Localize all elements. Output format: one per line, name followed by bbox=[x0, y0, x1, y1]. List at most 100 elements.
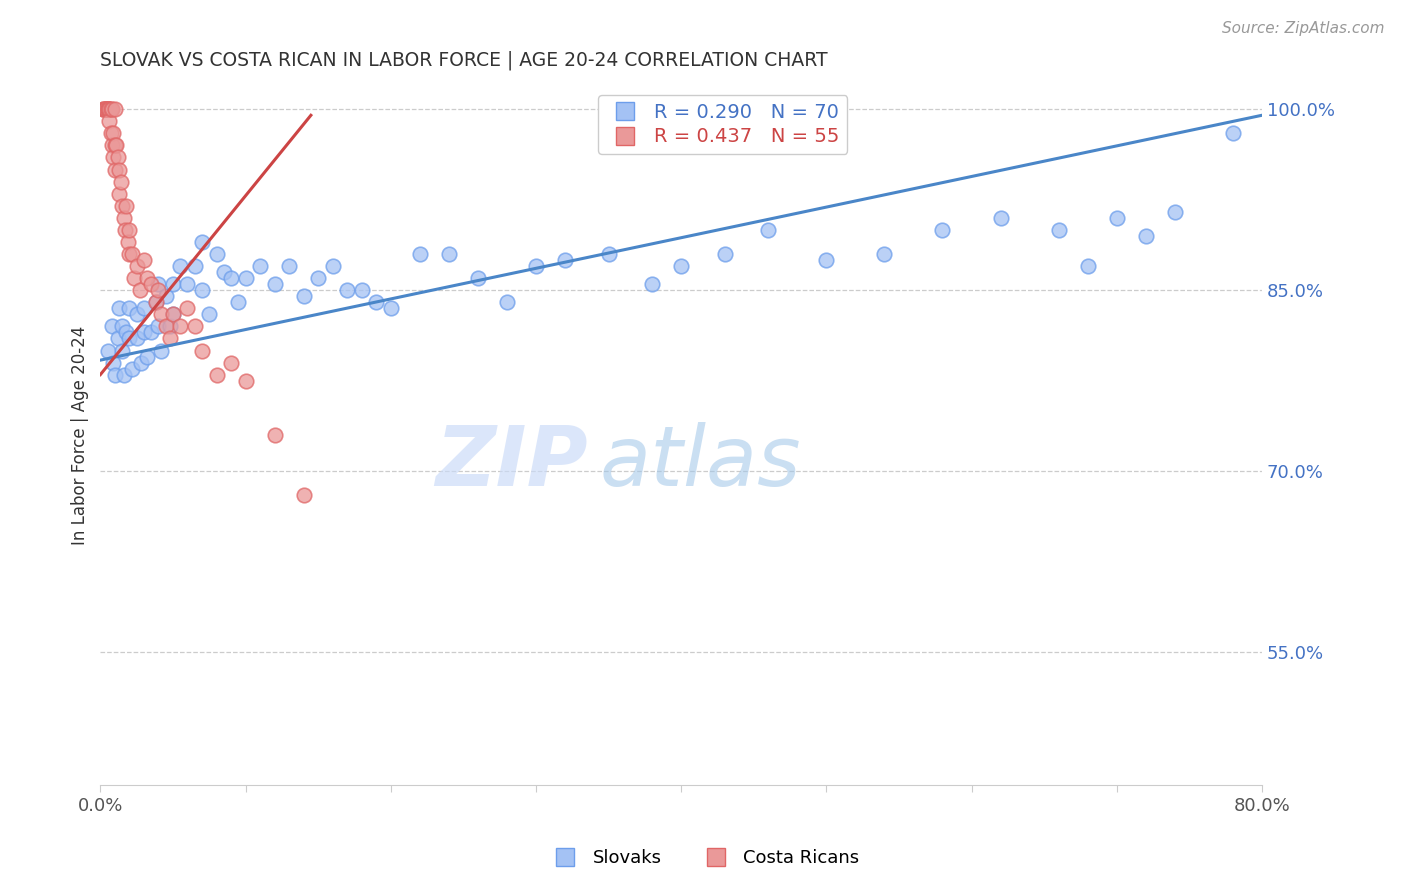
Point bbox=[121, 247, 143, 261]
Point bbox=[150, 343, 173, 358]
Point bbox=[350, 283, 373, 297]
Point bbox=[145, 295, 167, 310]
Point bbox=[263, 277, 285, 292]
Point bbox=[122, 271, 145, 285]
Legend: R = 0.290   N = 70, R = 0.437   N = 55: R = 0.290 N = 70, R = 0.437 N = 55 bbox=[598, 95, 848, 154]
Point bbox=[108, 301, 131, 316]
Point bbox=[554, 253, 576, 268]
Point bbox=[98, 114, 121, 128]
Point bbox=[150, 307, 173, 321]
Point bbox=[104, 138, 127, 153]
Point bbox=[118, 301, 141, 316]
Point bbox=[91, 102, 114, 116]
Point bbox=[183, 319, 205, 334]
Point bbox=[103, 127, 125, 141]
Point bbox=[990, 211, 1012, 225]
Point bbox=[100, 102, 122, 116]
Point bbox=[1105, 211, 1128, 225]
Point bbox=[110, 175, 132, 189]
Point bbox=[115, 326, 138, 340]
Point bbox=[162, 277, 184, 292]
Point bbox=[141, 277, 163, 292]
Point bbox=[155, 289, 177, 303]
Point bbox=[292, 289, 315, 303]
Point bbox=[104, 368, 127, 382]
Point bbox=[132, 253, 155, 268]
Point bbox=[249, 259, 271, 273]
Point bbox=[198, 307, 221, 321]
Point bbox=[169, 319, 191, 334]
Point bbox=[183, 259, 205, 273]
Point bbox=[103, 355, 125, 369]
Text: ZIP: ZIP bbox=[436, 423, 588, 503]
Point bbox=[108, 186, 131, 201]
Point bbox=[125, 259, 148, 273]
Point bbox=[322, 259, 344, 273]
Point bbox=[524, 259, 547, 273]
Point bbox=[815, 253, 838, 268]
Text: Source: ZipAtlas.com: Source: ZipAtlas.com bbox=[1222, 21, 1385, 36]
Point bbox=[169, 259, 191, 273]
Point bbox=[191, 235, 214, 249]
Point bbox=[437, 247, 460, 261]
Point bbox=[148, 319, 170, 334]
Point bbox=[148, 283, 170, 297]
Point bbox=[159, 319, 181, 334]
Point bbox=[101, 102, 124, 116]
Point bbox=[91, 102, 114, 116]
Point bbox=[307, 271, 329, 285]
Point bbox=[125, 331, 148, 345]
Point bbox=[111, 319, 134, 334]
Point bbox=[135, 350, 157, 364]
Point bbox=[756, 223, 779, 237]
Point bbox=[101, 319, 124, 334]
Point bbox=[112, 368, 135, 382]
Point bbox=[176, 301, 198, 316]
Point bbox=[145, 295, 167, 310]
Point bbox=[292, 488, 315, 502]
Point bbox=[235, 374, 257, 388]
Point bbox=[191, 343, 214, 358]
Point bbox=[104, 162, 127, 177]
Text: SLOVAK VS COSTA RICAN IN LABOR FORCE | AGE 20-24 CORRELATION CHART: SLOVAK VS COSTA RICAN IN LABOR FORCE | A… bbox=[100, 51, 828, 70]
Point bbox=[103, 151, 125, 165]
Point bbox=[159, 331, 181, 345]
Point bbox=[97, 343, 120, 358]
Point bbox=[205, 368, 228, 382]
Point bbox=[1047, 223, 1070, 237]
Point bbox=[101, 138, 124, 153]
Legend: Slovaks, Costa Ricans: Slovaks, Costa Ricans bbox=[540, 842, 866, 874]
Point bbox=[162, 307, 184, 321]
Point bbox=[669, 259, 692, 273]
Point bbox=[105, 138, 128, 153]
Point bbox=[98, 102, 121, 116]
Point bbox=[176, 277, 198, 292]
Point bbox=[114, 223, 136, 237]
Point bbox=[148, 277, 170, 292]
Point bbox=[931, 223, 953, 237]
Point bbox=[263, 428, 285, 442]
Point bbox=[713, 247, 735, 261]
Point bbox=[100, 127, 122, 141]
Point bbox=[96, 102, 118, 116]
Point bbox=[97, 102, 120, 116]
Point bbox=[380, 301, 402, 316]
Point bbox=[135, 271, 157, 285]
Point bbox=[118, 223, 141, 237]
Point bbox=[97, 102, 120, 116]
Point bbox=[112, 211, 135, 225]
Point bbox=[366, 295, 388, 310]
Point bbox=[641, 277, 664, 292]
Point bbox=[132, 326, 155, 340]
Point bbox=[1222, 127, 1244, 141]
Point bbox=[129, 355, 152, 369]
Point bbox=[191, 283, 214, 297]
Point bbox=[98, 102, 121, 116]
Point bbox=[111, 199, 134, 213]
Point bbox=[108, 162, 131, 177]
Point bbox=[467, 271, 489, 285]
Point bbox=[409, 247, 432, 261]
Point bbox=[93, 102, 115, 116]
Y-axis label: In Labor Force | Age 20-24: In Labor Force | Age 20-24 bbox=[72, 326, 89, 544]
Point bbox=[235, 271, 257, 285]
